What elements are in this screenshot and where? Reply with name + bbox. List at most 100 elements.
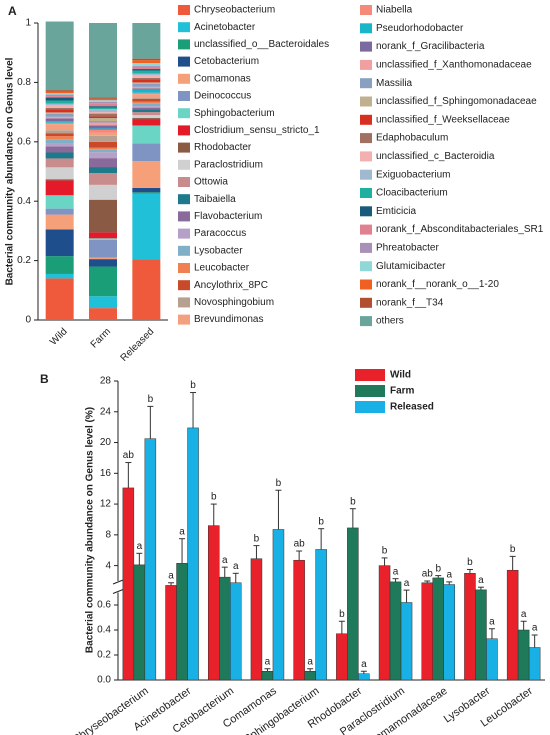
significance-letter: a (521, 609, 527, 620)
bar-segment (89, 128, 117, 130)
bar-segment (89, 141, 117, 148)
legend-label: Paracoccus (194, 228, 246, 239)
bar-segment (132, 67, 161, 70)
legend-label: Edaphobaculum (376, 133, 448, 144)
bar-segment (89, 184, 117, 200)
bar-segment (45, 143, 74, 147)
bar-segment (89, 238, 117, 240)
significance-letter: b (382, 546, 388, 557)
significance-letter: ab (422, 569, 434, 580)
bar (219, 576, 231, 681)
y-tick-label: 0.0 (97, 675, 111, 686)
bar-segment (89, 106, 117, 108)
significance-letter: b (467, 557, 473, 568)
bar-segment (132, 70, 161, 74)
bar-segment (45, 107, 74, 110)
bar (389, 581, 402, 681)
bar-segment (132, 66, 161, 68)
y-tick-label: 12 (100, 499, 112, 510)
bar-segment (45, 229, 74, 257)
legend-label: Paraclostridium (194, 159, 263, 170)
bar-segment (45, 91, 74, 94)
bar-segment (89, 266, 117, 297)
bar-segment (89, 23, 117, 98)
bar-segment (132, 79, 161, 83)
legend-label: Wild (390, 370, 411, 381)
bar-segment (132, 92, 161, 95)
bar-segment (89, 121, 117, 123)
significance-letter: b (350, 496, 356, 507)
bar-segment (89, 103, 117, 107)
bar-segment (89, 109, 117, 113)
significance-letter: a (222, 555, 228, 566)
legend-swatch (360, 59, 372, 70)
legend-label: Novosphingobium (194, 297, 274, 308)
legend-swatch (360, 41, 372, 52)
bar-segment (89, 122, 117, 126)
bar-segment (45, 21, 74, 91)
bar-segment (132, 88, 161, 90)
legend-swatch (360, 297, 372, 308)
bar (230, 582, 242, 681)
legend-label: Deinococcus (194, 91, 251, 102)
bar-segment (132, 161, 161, 188)
bar (187, 427, 199, 681)
legend-swatch (178, 142, 190, 153)
legend-label: norank_f__T34 (376, 297, 444, 308)
significance-letter: b (318, 516, 324, 527)
significance-letter: a (361, 659, 367, 670)
legend-label: Massilia (376, 78, 413, 89)
legend-label: Glutamicibacter (376, 261, 446, 272)
bar-segment (45, 113, 74, 117)
y-tick-label: 28 (100, 376, 112, 387)
legend-label: unclassified_o__Bacteroidales (194, 39, 329, 50)
legend-label: Lysobacter (194, 245, 243, 256)
bar-segment (45, 256, 74, 274)
legend-swatch (355, 385, 385, 397)
bar-segment (45, 158, 74, 168)
significance-letter: ab (123, 450, 135, 461)
legend-swatch (178, 263, 190, 273)
legend-label: Pseudorhodobacter (376, 23, 464, 34)
bar-segment (89, 101, 117, 104)
bar-segment (45, 208, 74, 215)
bar-segment (132, 143, 161, 162)
bar-segment (89, 308, 117, 320)
bar (421, 582, 433, 681)
bar-segment (132, 193, 161, 260)
bar-segment (89, 113, 117, 117)
legend-label: Cloacibacterium (376, 188, 448, 199)
bar-segment (89, 116, 117, 119)
bar-segment (132, 73, 161, 75)
significance-letter: a (446, 570, 452, 581)
legend-swatch (360, 224, 372, 235)
legend-swatch (178, 108, 190, 119)
bar (400, 602, 413, 681)
legend-swatch (178, 56, 190, 67)
bar-segment (45, 121, 74, 123)
legend-label: norank_f__norank_o__1-20 (376, 279, 499, 290)
bar (133, 564, 146, 681)
bar-segment (45, 118, 74, 122)
bar-segment (45, 133, 74, 137)
bar-segment (89, 118, 117, 122)
bar-segment (89, 199, 117, 233)
bar-segment (45, 90, 74, 92)
bar-segment (45, 179, 74, 181)
bar-segment (45, 167, 74, 180)
y-tick-label: 20 (100, 437, 112, 448)
significance-letter: a (393, 566, 399, 577)
y-tick-label: 16 (100, 468, 112, 479)
y-tick-label: 0 (25, 315, 31, 326)
bar-segment (45, 104, 74, 108)
significance-letter: b (190, 380, 196, 391)
bar (315, 549, 327, 681)
bar-segment (132, 187, 161, 193)
bar-segment (89, 257, 117, 260)
bar (165, 585, 177, 681)
legend-swatch (360, 316, 372, 327)
legend-label: Emticicia (376, 206, 416, 217)
panel-label: A (8, 4, 17, 18)
legend-swatch (178, 194, 190, 205)
legend-label: Ottowia (194, 177, 228, 188)
